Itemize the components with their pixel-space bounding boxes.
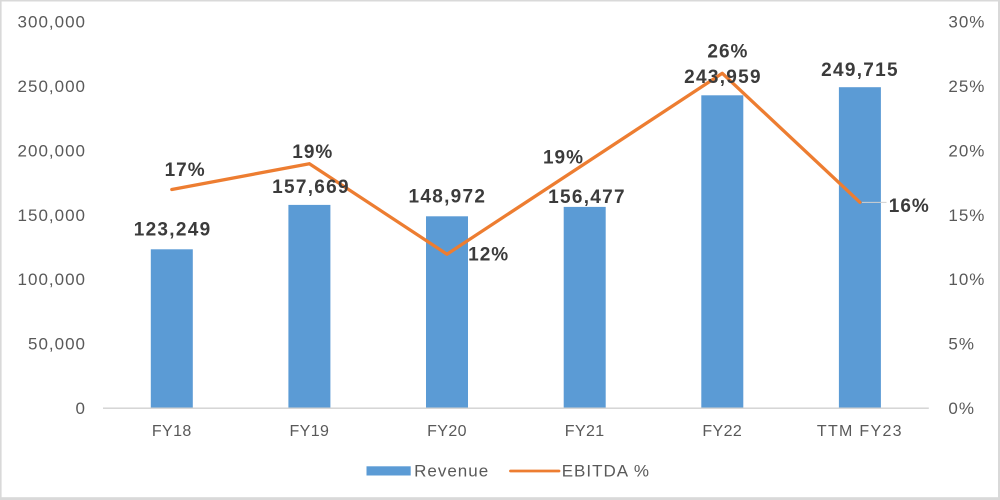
svg-text:FY18: FY18 — [152, 423, 192, 440]
svg-text:12%: 12% — [468, 245, 509, 266]
svg-text:10%: 10% — [948, 270, 985, 289]
svg-text:0%: 0% — [948, 399, 975, 418]
svg-text:FY20: FY20 — [427, 423, 467, 440]
svg-text:243,959: 243,959 — [684, 67, 762, 88]
svg-text:26%: 26% — [707, 42, 748, 63]
svg-text:16%: 16% — [889, 196, 930, 217]
svg-text:TTM FY23: TTM FY23 — [817, 423, 903, 440]
svg-text:200,000: 200,000 — [18, 141, 86, 160]
svg-text:123,249: 123,249 — [134, 220, 212, 241]
svg-text:FY19: FY19 — [289, 423, 329, 440]
svg-text:249,715: 249,715 — [821, 60, 899, 81]
svg-text:FY21: FY21 — [565, 423, 605, 440]
svg-text:5%: 5% — [948, 335, 975, 354]
svg-text:FY22: FY22 — [702, 423, 742, 440]
svg-text:25%: 25% — [948, 77, 985, 96]
svg-text:17%: 17% — [165, 160, 206, 181]
svg-text:148,972: 148,972 — [409, 186, 487, 207]
svg-text:250,000: 250,000 — [18, 77, 86, 96]
svg-text:EBITDA %: EBITDA % — [562, 462, 650, 481]
svg-text:15%: 15% — [948, 206, 985, 225]
svg-text:157,669: 157,669 — [272, 177, 350, 198]
svg-text:19%: 19% — [543, 147, 584, 168]
svg-text:20%: 20% — [948, 141, 985, 160]
svg-text:0: 0 — [76, 399, 86, 418]
svg-text:300,000: 300,000 — [18, 13, 86, 32]
svg-text:19%: 19% — [292, 142, 333, 163]
svg-text:50,000: 50,000 — [28, 335, 86, 354]
svg-text:100,000: 100,000 — [18, 270, 86, 289]
svg-text:30%: 30% — [948, 13, 985, 32]
svg-text:150,000: 150,000 — [18, 206, 86, 225]
svg-text:156,477: 156,477 — [548, 187, 626, 208]
svg-text:Revenue: Revenue — [414, 462, 489, 481]
